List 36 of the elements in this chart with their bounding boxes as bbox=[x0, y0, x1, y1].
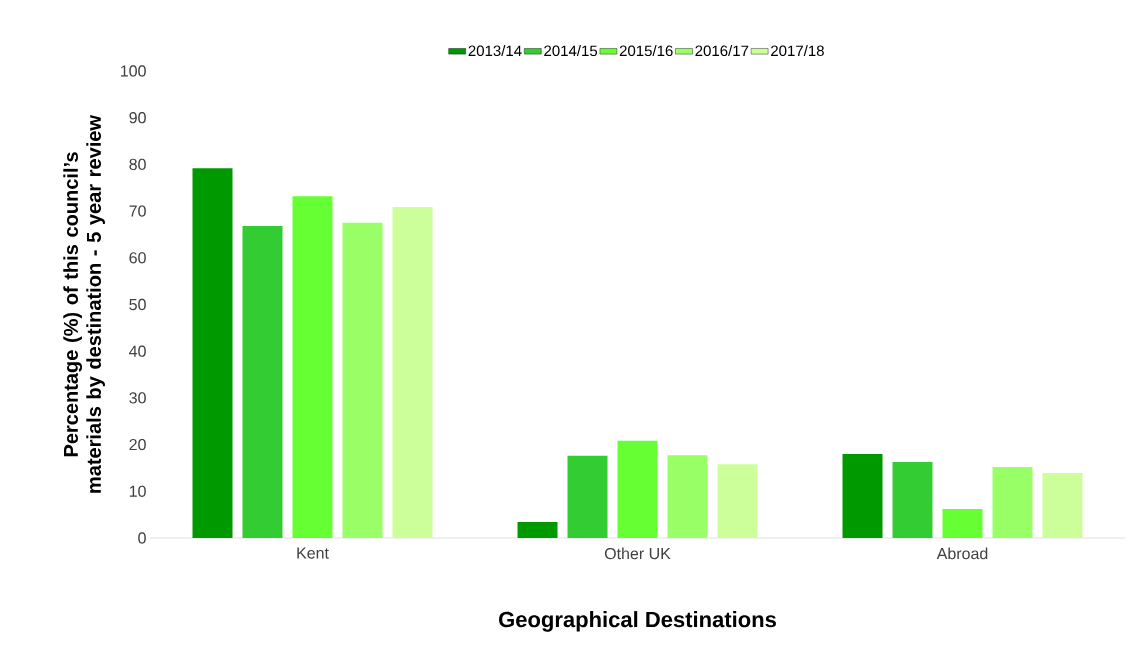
bar bbox=[617, 440, 658, 538]
x-tick-label: Other UK bbox=[604, 547, 671, 560]
bar bbox=[842, 453, 883, 538]
bar bbox=[1042, 473, 1083, 538]
bar bbox=[292, 196, 333, 538]
y-tick-label: 90 bbox=[129, 112, 146, 124]
bar bbox=[942, 509, 983, 538]
legend-label: 2013/14 bbox=[468, 45, 522, 57]
legend-label: 2014/15 bbox=[544, 45, 598, 57]
bar bbox=[992, 467, 1033, 538]
y-tick-label: 70 bbox=[129, 205, 146, 217]
legend-label: 2017/18 bbox=[771, 45, 824, 57]
bar bbox=[342, 222, 383, 538]
legend-label: 2015/16 bbox=[619, 45, 673, 57]
bar bbox=[392, 206, 433, 538]
bar bbox=[242, 226, 283, 538]
y-tick-label: 20 bbox=[129, 438, 146, 451]
y-tick-label: 30 bbox=[129, 392, 146, 404]
x-tick-label: Abroad bbox=[936, 547, 988, 560]
y-tick-label: 10 bbox=[129, 485, 146, 497]
bar bbox=[892, 461, 933, 538]
bar bbox=[192, 168, 233, 538]
y-tick-label: 0 bbox=[138, 532, 146, 544]
y-axis-title: Percentage (%) of this council’s materials by destination - 5 year review bbox=[63, 114, 105, 493]
x-tick-label: Kent bbox=[297, 547, 329, 559]
bar bbox=[667, 455, 708, 538]
bar bbox=[717, 464, 758, 538]
legend-label: 2016/17 bbox=[695, 45, 749, 57]
bar bbox=[567, 455, 608, 538]
bar bbox=[517, 522, 558, 538]
y-tick-label: 80 bbox=[129, 158, 146, 171]
y-tick-label: 40 bbox=[129, 345, 146, 357]
y-tick-label: 60 bbox=[129, 252, 146, 264]
y-tick-label: 50 bbox=[129, 298, 146, 311]
x-axis-title: Geographical Destinations bbox=[499, 611, 776, 632]
y-tick-label: 100 bbox=[121, 65, 146, 77]
